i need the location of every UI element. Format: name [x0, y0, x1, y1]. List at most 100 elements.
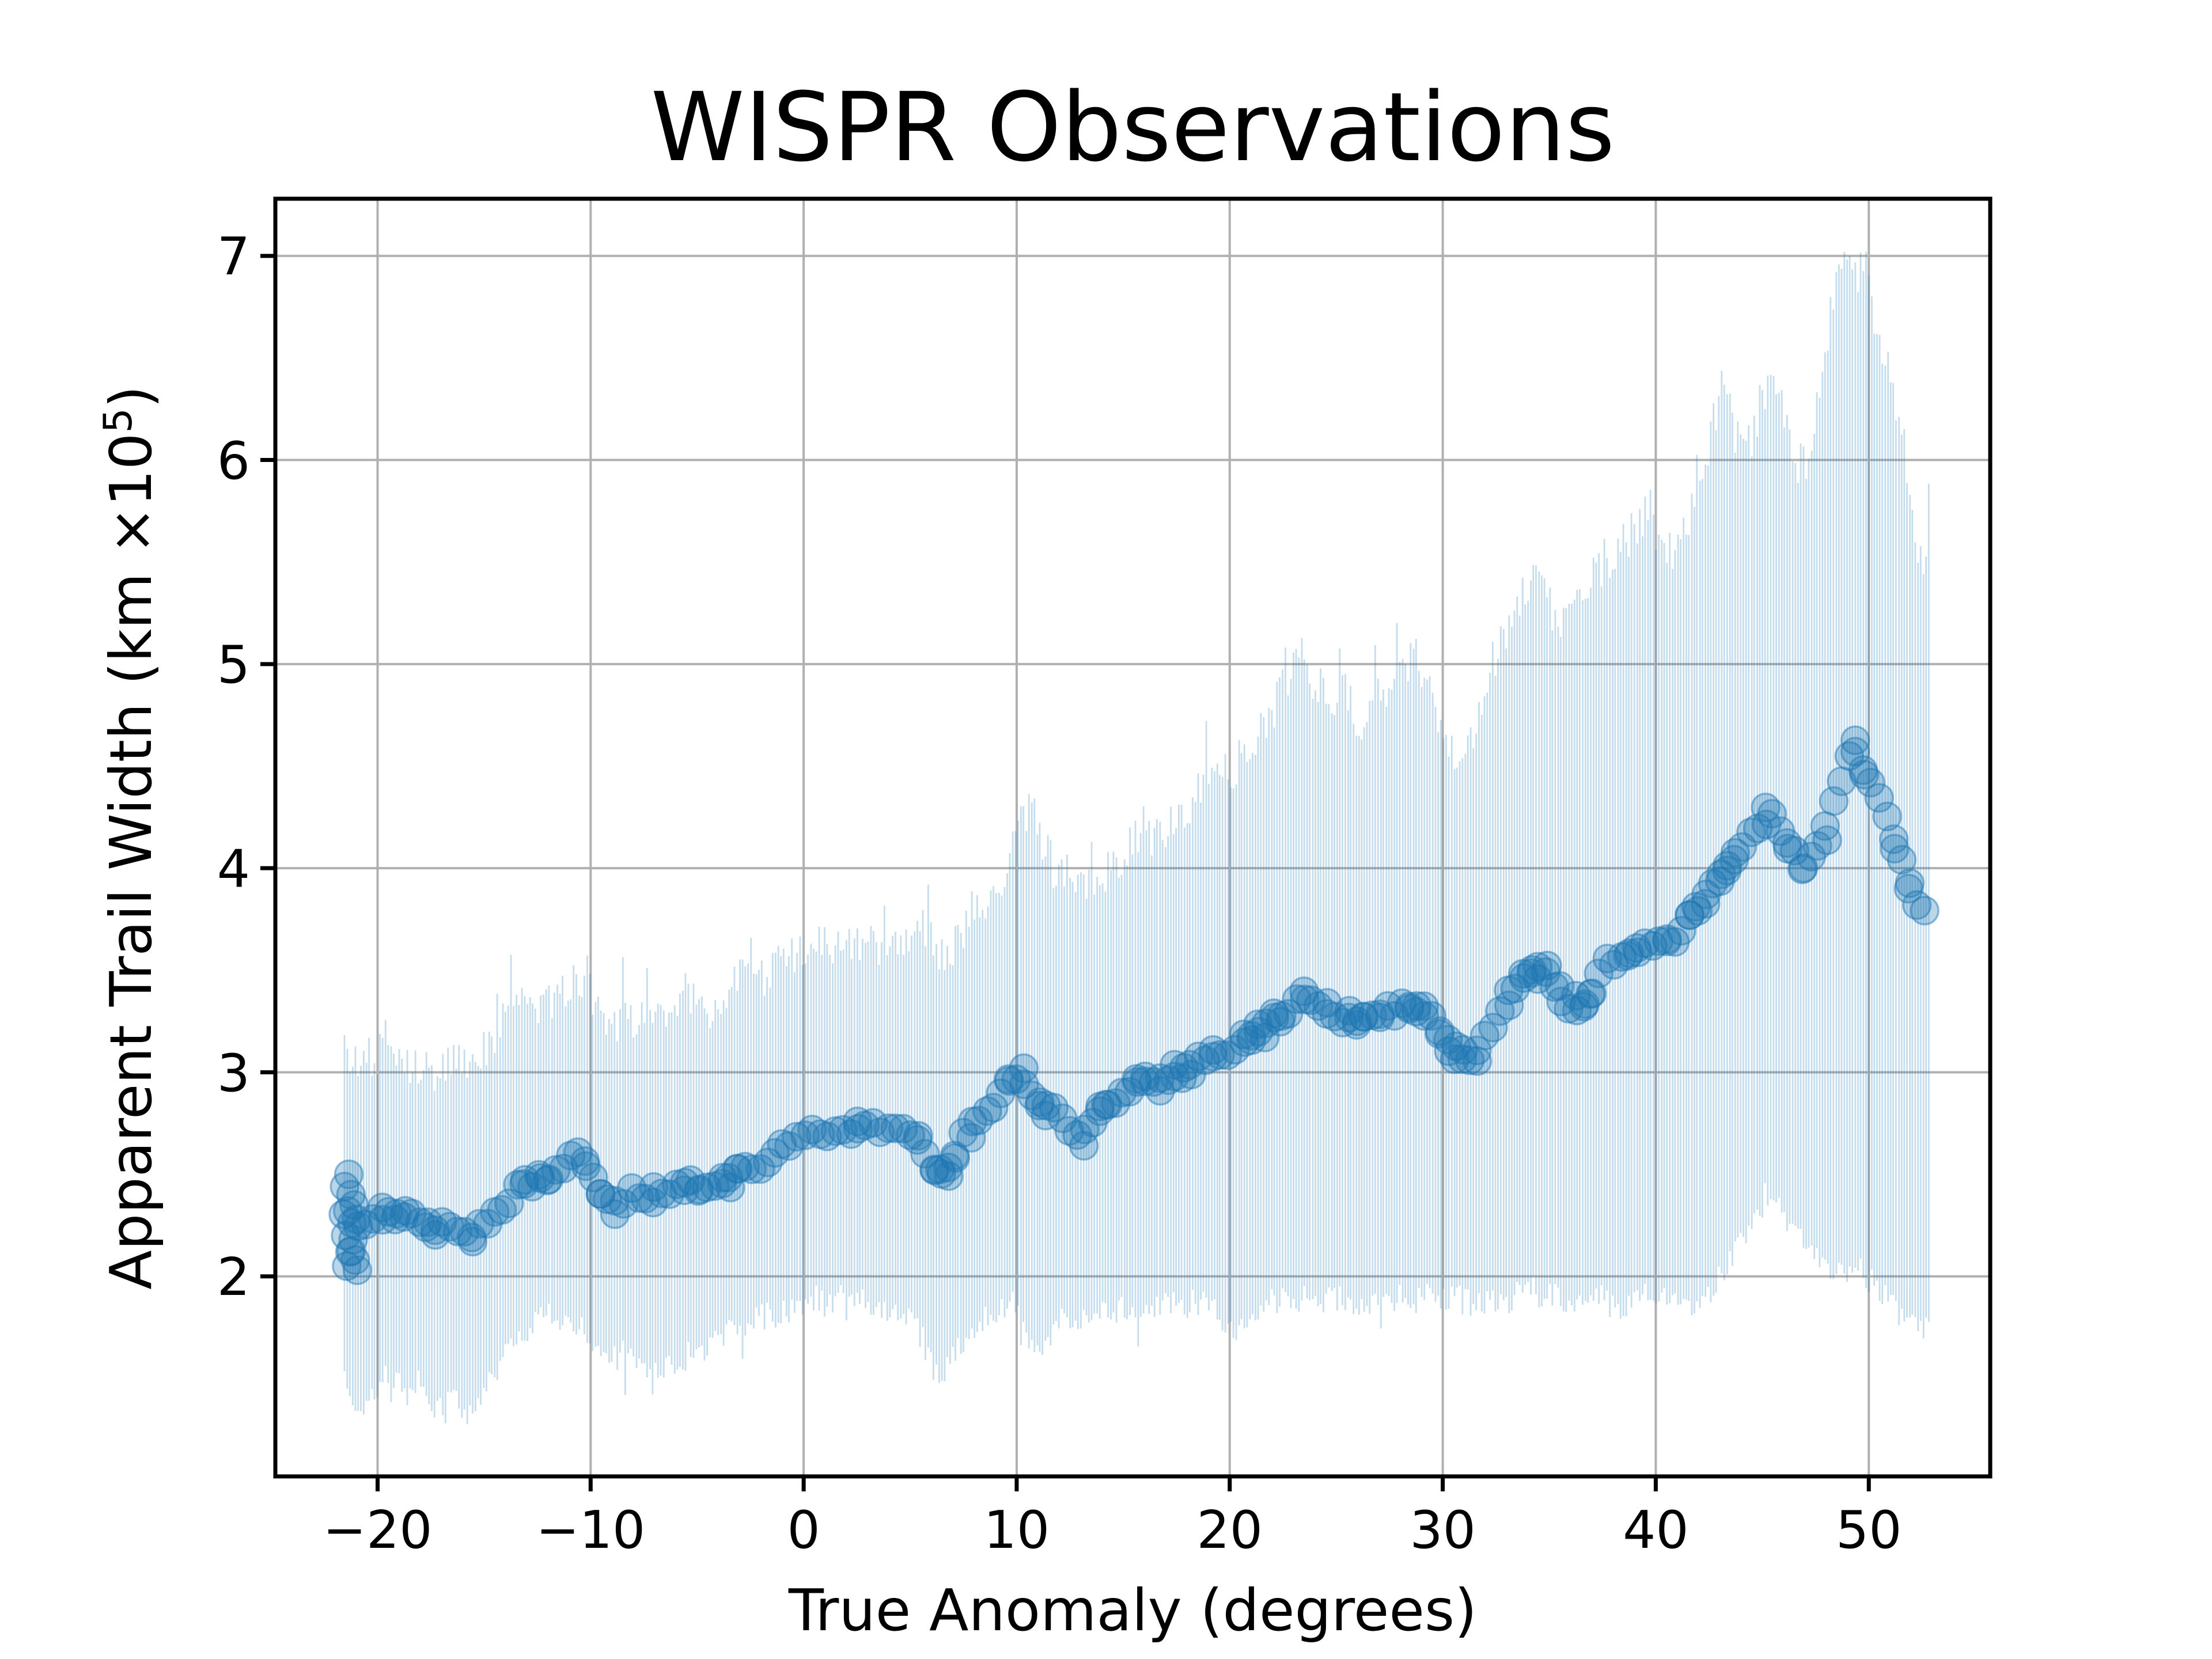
data-point: [341, 1204, 372, 1234]
data-point: [730, 1152, 760, 1182]
data-point: [1031, 1090, 1061, 1120]
data-point: [442, 1216, 473, 1247]
data-point: [1349, 1002, 1379, 1032]
data-point: [1114, 1077, 1145, 1107]
data-point: [1522, 952, 1553, 982]
data-point: [1025, 1087, 1055, 1118]
data-point: [1532, 950, 1562, 980]
data-point: [390, 1196, 421, 1226]
data-point: [1743, 813, 1773, 843]
data-point: [1433, 1025, 1463, 1055]
axis-tick-labels: −20 −10 0 10 20 30 40 50 2 3 4 5 6 7: [217, 227, 1902, 1560]
data-point: [1069, 1131, 1099, 1161]
data-point: [1751, 809, 1782, 840]
data-point: [865, 1117, 895, 1147]
data-point: [1078, 1108, 1108, 1138]
data-point: [1577, 978, 1607, 1009]
data-point: [1334, 1002, 1364, 1033]
data-point: [1765, 816, 1796, 846]
data-point: [351, 1210, 381, 1240]
axis-ticks: [260, 253, 1871, 1491]
data-point: [1448, 1035, 1478, 1065]
data-point: [624, 1183, 654, 1213]
data-point: [1575, 979, 1605, 1009]
data-point: [503, 1169, 533, 1200]
data-point: [1320, 1001, 1350, 1032]
data-point: [1531, 957, 1561, 987]
data-point: [1229, 1027, 1260, 1057]
data-point: [1509, 963, 1539, 993]
data-point: [1455, 1045, 1485, 1075]
data-point: [781, 1122, 812, 1152]
data-point: [1622, 933, 1652, 963]
data-point: [797, 1115, 827, 1145]
data-point: [1719, 844, 1749, 875]
data-point: [1660, 927, 1690, 957]
data-point: [548, 1153, 579, 1184]
data-point: [334, 1159, 364, 1190]
data-point: [1425, 1019, 1455, 1049]
data-point: [963, 1105, 994, 1135]
data-point: [405, 1207, 435, 1237]
data-point: [715, 1172, 745, 1203]
data-point: [1243, 1009, 1273, 1040]
data-point: [1379, 1001, 1410, 1031]
data-point: [1145, 1075, 1175, 1106]
data-point: [972, 1096, 1002, 1126]
data-point: [1130, 1066, 1160, 1096]
data-point: [1213, 1040, 1243, 1070]
data-point: [368, 1205, 398, 1235]
data-point: [1872, 801, 1902, 832]
data-point: [1416, 1001, 1446, 1031]
error-bars-layer: [343, 252, 1930, 1425]
data-point: [532, 1165, 562, 1196]
data-point: [1494, 975, 1524, 1005]
data-points-layer: [328, 725, 1940, 1285]
data-point: [1592, 944, 1623, 974]
data-point: [1425, 1016, 1455, 1046]
data-point: [828, 1115, 858, 1145]
data-point: [940, 1141, 969, 1171]
data-point: [774, 1131, 804, 1161]
data-point: [1441, 1031, 1471, 1062]
data-point: [1122, 1064, 1152, 1094]
data-point: [556, 1141, 586, 1171]
x-tick-label: −10: [536, 1500, 645, 1560]
data-point: [457, 1222, 487, 1253]
data-point: [760, 1138, 790, 1168]
data-point: [1554, 994, 1584, 1024]
data-point: [1666, 915, 1696, 946]
data-point: [1698, 869, 1728, 899]
data-point: [843, 1113, 873, 1144]
data-point: [464, 1209, 494, 1239]
data-point: [1546, 986, 1576, 1017]
data-point: [343, 1211, 373, 1241]
data-point: [1107, 1078, 1137, 1108]
data-point: [1462, 1046, 1493, 1076]
data-point: [1712, 855, 1742, 885]
data-point: [1539, 972, 1570, 1002]
x-tick-label: −20: [323, 1500, 433, 1560]
data-point: [873, 1113, 904, 1143]
data-point: [592, 1184, 623, 1214]
data-point: [1584, 959, 1613, 988]
data-point: [1198, 1035, 1228, 1065]
data-point: [737, 1154, 767, 1184]
data-point: [1570, 989, 1600, 1019]
data-point: [1259, 998, 1289, 1028]
data-point: [1569, 991, 1599, 1022]
data-point: [1440, 1044, 1470, 1074]
data-point: [1070, 1114, 1100, 1145]
data-point: [570, 1146, 600, 1176]
data-point: [412, 1207, 443, 1237]
data-point: [1788, 853, 1819, 883]
data-point: [541, 1155, 571, 1185]
data-point: [978, 1093, 1009, 1123]
data-point: [956, 1123, 986, 1153]
data-point: [1085, 1091, 1115, 1122]
data-point: [1736, 817, 1766, 847]
data-point: [1031, 1100, 1060, 1131]
data-point: [993, 1064, 1024, 1094]
data-point: [1834, 741, 1865, 771]
data-point: [1373, 991, 1403, 1021]
